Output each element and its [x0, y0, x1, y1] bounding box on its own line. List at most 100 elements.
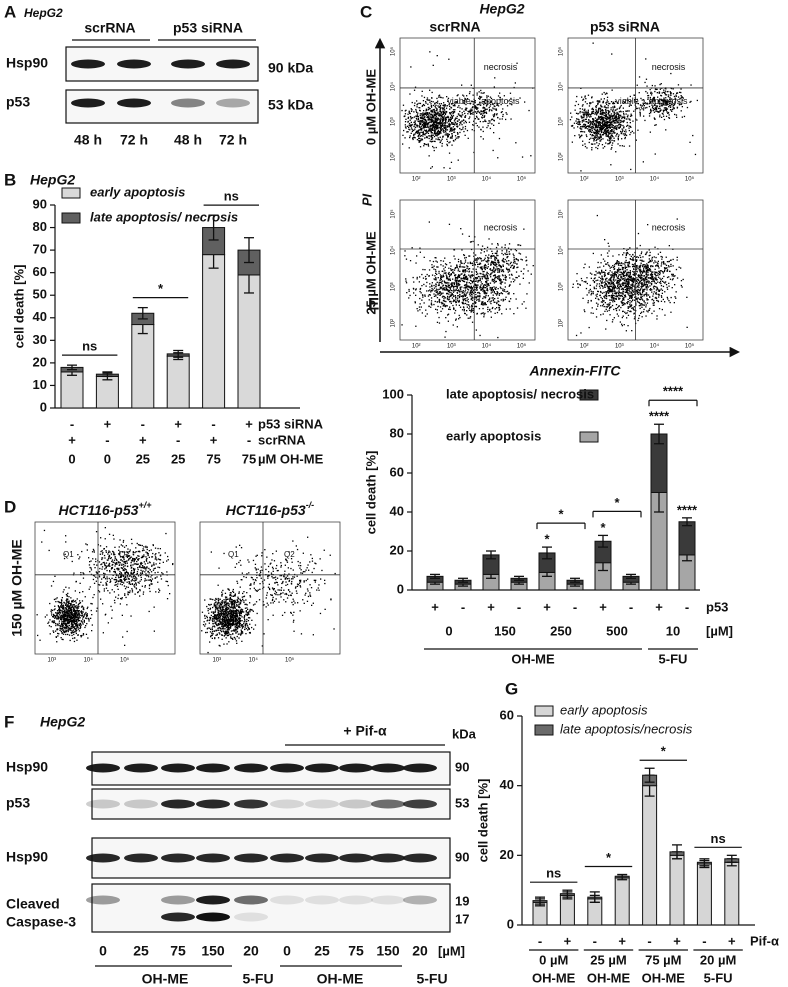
flow-event: [658, 301, 659, 302]
flow-event: [420, 252, 421, 253]
flow-event: [624, 118, 625, 119]
flow-event: [657, 289, 658, 290]
flow-event: [463, 111, 464, 112]
flow-event: [657, 275, 658, 276]
flow-event: [646, 292, 647, 293]
flow-event: [626, 269, 627, 270]
flow-event: [497, 157, 498, 158]
flow-event: [494, 113, 495, 114]
flow-event: [626, 252, 627, 253]
flow-event: [648, 262, 649, 263]
flow-event: [646, 304, 647, 305]
flow-event: [487, 288, 488, 289]
flow-event: [477, 266, 478, 267]
flow-event: [608, 304, 609, 305]
flow-event: [624, 277, 625, 278]
flow-event: [477, 264, 478, 265]
flow-event: [476, 300, 477, 301]
flow-event: [476, 113, 477, 114]
flow-event: [477, 93, 478, 94]
flow-event: [668, 117, 669, 118]
flow-event: [481, 281, 482, 282]
flow-event: [446, 111, 447, 112]
flow-event: [620, 280, 621, 281]
flow-event: [620, 124, 621, 125]
flow-event: [666, 284, 667, 285]
flow-event: [640, 272, 641, 273]
flow-event: [471, 286, 472, 287]
flow-event: [655, 265, 656, 266]
flow-event: [478, 118, 479, 119]
flow-event: [424, 137, 425, 138]
flow-event: [504, 253, 505, 254]
flow-event: [609, 286, 610, 287]
flow-event: [663, 286, 664, 287]
flow-event: [608, 274, 609, 275]
flow-event: [456, 283, 457, 284]
flow-event: [467, 291, 468, 292]
flow-event: [608, 295, 609, 296]
flow-tick-label: 10⁴: [390, 245, 397, 255]
flow-event: [622, 116, 623, 117]
flow-event: [436, 128, 437, 129]
flow-event: [626, 250, 627, 251]
flow-event: [506, 251, 507, 252]
flow-event: [482, 302, 483, 303]
flow-event: [494, 86, 495, 87]
flow-event: [676, 93, 677, 94]
flow-event: [428, 276, 429, 277]
flow-event: [462, 128, 463, 129]
flow-event: [654, 256, 655, 257]
flow-event: [588, 119, 589, 120]
flow-event: [477, 313, 478, 314]
lane-label: 48 h: [174, 132, 202, 148]
flow-event: [623, 304, 624, 305]
flow-event: [650, 266, 651, 267]
flow-event: [513, 313, 514, 314]
flow-event: [514, 259, 515, 260]
flow-event: [430, 103, 431, 104]
flow-event: [637, 289, 638, 290]
flow-event: [440, 278, 441, 279]
flow-event: [418, 129, 419, 130]
flow-event: [625, 296, 626, 297]
flow-event: [464, 267, 465, 268]
flow-event: [655, 272, 656, 273]
flow-event: [438, 317, 439, 318]
flow-event: [600, 295, 601, 296]
flow-event: [404, 250, 405, 251]
flow-event: [600, 305, 601, 306]
flow-event: [615, 128, 616, 129]
flow-event: [576, 96, 577, 97]
flow-event: [406, 292, 407, 293]
flow-event: [424, 294, 425, 295]
flow-event: [440, 287, 441, 288]
flow-event: [613, 282, 614, 283]
flow-event: [440, 137, 441, 138]
flow-event: [452, 130, 453, 131]
flow-event: [485, 258, 486, 259]
flow-event: [656, 300, 657, 301]
flow-event: [656, 318, 657, 319]
flow-event: [450, 301, 451, 302]
flow-event: [628, 279, 629, 280]
flow-event: [487, 268, 488, 269]
flow-event: [622, 130, 623, 131]
flow-event: [610, 164, 611, 165]
flow-event: [483, 260, 484, 261]
flow-event: [606, 115, 607, 116]
flow-event: [597, 120, 598, 121]
flow-event: [612, 106, 613, 107]
flow-event: [633, 282, 634, 283]
flow-event: [427, 97, 428, 98]
flow-event: [416, 106, 417, 107]
flow-event: [452, 272, 453, 273]
flow-event: [607, 304, 608, 305]
flow-event: [626, 135, 627, 136]
flow-event: [645, 315, 646, 316]
flow-event: [613, 300, 614, 301]
flow-event: [614, 290, 615, 291]
flow-event: [426, 132, 427, 133]
flow-event: [502, 288, 503, 289]
flow-event: [611, 107, 612, 108]
